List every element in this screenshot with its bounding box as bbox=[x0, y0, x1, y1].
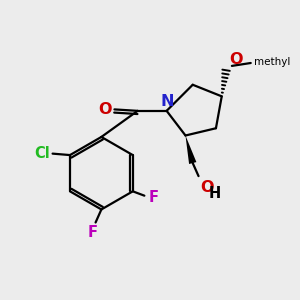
Text: O: O bbox=[98, 102, 112, 117]
Text: F: F bbox=[88, 225, 98, 240]
Text: Cl: Cl bbox=[34, 146, 50, 161]
Polygon shape bbox=[185, 136, 197, 164]
Text: O: O bbox=[229, 52, 242, 67]
Text: H: H bbox=[209, 186, 221, 201]
Text: F: F bbox=[149, 190, 159, 205]
Text: O: O bbox=[200, 180, 214, 195]
Text: N: N bbox=[160, 94, 174, 110]
Text: methyl: methyl bbox=[254, 56, 290, 67]
